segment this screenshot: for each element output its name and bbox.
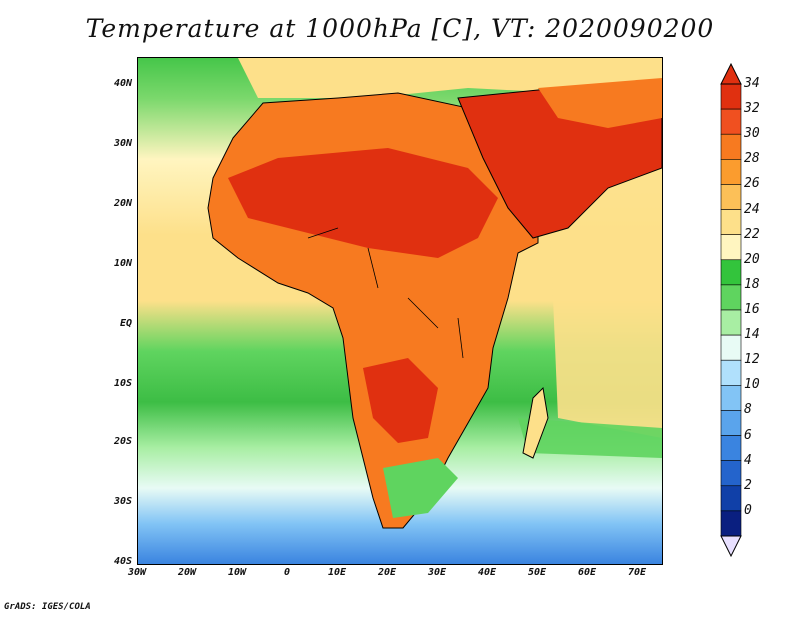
x-tick-label: 20E [377,567,397,578]
colorbar-box [720,159,742,185]
colorbar-box [720,184,742,210]
colorbar-box [720,385,742,411]
x-tick-label: 70E [627,567,647,578]
colorbar-box [720,410,742,436]
colorbar-label: 20 [744,251,760,267]
indian-ocean-green [518,418,662,458]
south-africa-cool [383,458,458,518]
x-tick-label: 40E [477,567,497,578]
colorbar-box [720,510,742,537]
x-tick-label: 30W [127,567,147,578]
y-tick-label: 40S [113,556,132,567]
colorbar-box [720,108,742,135]
colorbar-box [720,309,742,336]
temperature-map [137,57,663,565]
middle-east-band [538,78,662,128]
colorbar [720,62,742,558]
colorbar-label: 16 [744,302,760,317]
colorbar-label: 28 [744,151,760,167]
colorbar-box [720,259,742,286]
colorbar-label: 12 [744,352,760,368]
colorbar-box [720,234,742,261]
y-tick-label: 20N [113,198,132,209]
y-tick-label: 30S [113,496,132,507]
colorbar-label: 22 [744,226,760,242]
x-tick-label: 50E [527,567,547,578]
colorbar-label: 14 [744,327,760,343]
colorbar-boxes [720,83,742,537]
colorbar-label: 8 [744,402,752,418]
colorbar-top-arrow [720,62,742,85]
colorbar-label: 2 [744,477,752,493]
credit-text: GrADS: IGES/COLA [4,602,91,612]
x-tick-label: 10W [227,567,247,578]
colorbar-label: 26 [744,176,760,192]
x-tick-label: 0 [283,567,291,578]
colorbar-box [720,209,742,235]
madagascar [522,386,549,459]
y-tick-label: 40N [113,78,132,89]
indian-ocean-warm [548,168,662,438]
colorbar-box [720,359,742,386]
colorbar-label: 34 [744,76,760,91]
x-tick-label: 30E [427,567,447,578]
colorbar-label: 10 [744,377,760,393]
y-tick-label: 30N [113,138,132,149]
colorbar-label: 32 [744,101,760,117]
southern-hot-core [363,358,438,443]
map-svg [138,58,662,564]
sahara-hot-core [228,148,498,258]
colorbar-box [720,460,742,487]
x-tick-label: 60E [577,567,597,578]
colorbar-label: 4 [744,452,752,468]
colorbar-box [720,284,742,311]
colorbar-bottom-arrow [720,535,742,558]
chart-title: Temperature at 1000hPa [C], VT: 20200902… [85,14,715,43]
colorbar-box [720,485,742,512]
y-tick-label: 10N [113,258,132,269]
y-tick-label: 20S [113,436,132,447]
colorbar-box [720,133,742,160]
x-tick-label: 20W [177,567,197,578]
colorbar-box [720,435,742,461]
colorbar-label: 0 [744,502,752,518]
colorbar-box [720,83,742,110]
colorbar-label: 24 [744,201,760,217]
y-tick-label: 10S [113,378,132,389]
colorbar-label: 6 [744,427,752,443]
x-tick-label: 10E [327,567,347,578]
country-borders [307,227,464,359]
colorbar-label: 30 [744,126,760,142]
colorbar-box [720,334,742,361]
colorbar-label: 18 [744,276,760,292]
y-tick-label: EQ [119,318,132,329]
